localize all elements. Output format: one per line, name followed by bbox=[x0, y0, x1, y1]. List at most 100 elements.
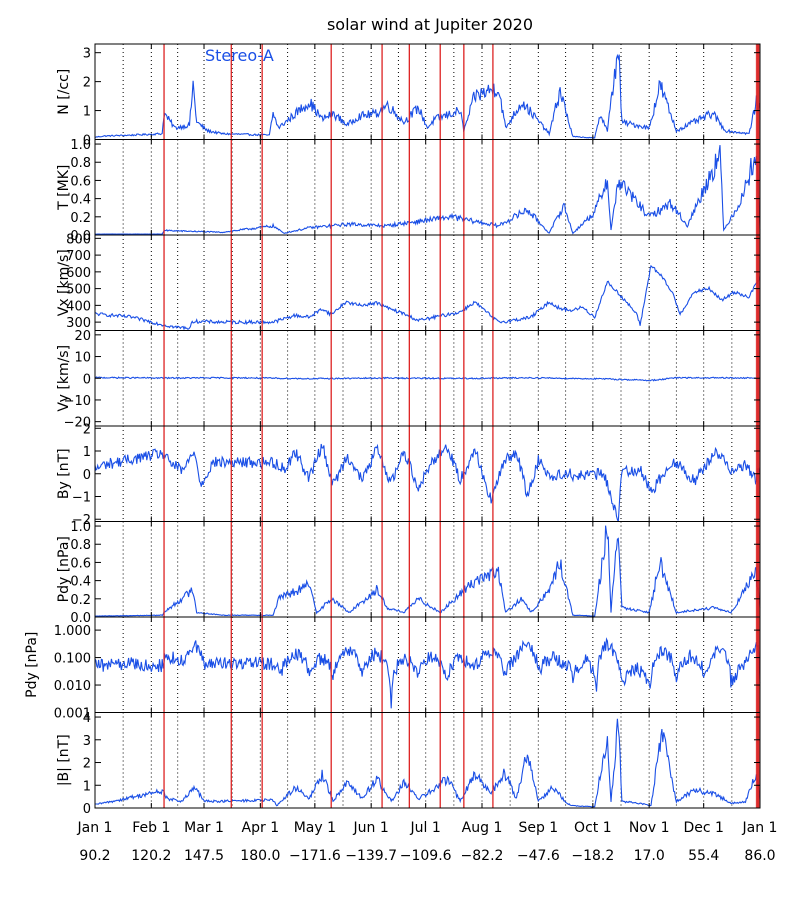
y-tick-label: 0.010 bbox=[54, 679, 91, 694]
data-series bbox=[94, 145, 761, 235]
x-tick-label: Jan 1 bbox=[77, 820, 113, 836]
x-tick-label: Nov 1 bbox=[629, 820, 670, 836]
data-series bbox=[95, 264, 761, 331]
angle-label: 120.2 bbox=[131, 848, 171, 864]
y-tick-label: 800 bbox=[66, 232, 91, 247]
data-series bbox=[94, 637, 761, 709]
y-tick-label: 600 bbox=[66, 266, 91, 281]
x-tick-label: May 1 bbox=[294, 820, 336, 836]
y-tick-label: −2 bbox=[72, 513, 91, 528]
stereo-a-label: Stereo-A bbox=[205, 46, 274, 65]
y-tick-label: 20 bbox=[74, 329, 91, 344]
y-tick-label: 2 bbox=[83, 422, 91, 437]
y-axis-label: By [nT] bbox=[56, 448, 72, 499]
y-tick-label: 500 bbox=[66, 283, 91, 298]
data-series bbox=[94, 376, 761, 382]
y-tick-label: 0 bbox=[83, 134, 91, 149]
x-tick-label: Apr 1 bbox=[242, 820, 280, 836]
angle-label: 90.2 bbox=[79, 848, 110, 864]
x-tick-label: Feb 1 bbox=[132, 820, 170, 836]
y-tick-label: 0.6 bbox=[70, 174, 91, 189]
y-tick-label: 3 bbox=[83, 47, 91, 62]
angle-label: −47.6 bbox=[517, 848, 560, 864]
y-axis-label: N [/cc] bbox=[56, 69, 72, 115]
data-series bbox=[94, 53, 761, 139]
y-axis-label: T [MK] bbox=[56, 165, 72, 211]
angle-label: 180.0 bbox=[240, 848, 280, 864]
y-axis-label: Vy [km/s] bbox=[56, 345, 72, 412]
y-tick-label: 0.8 bbox=[70, 156, 91, 171]
angle-label: 147.5 bbox=[184, 848, 224, 864]
angle-label: 17.0 bbox=[634, 848, 665, 864]
data-series bbox=[94, 525, 761, 617]
panel-1: 0 1 2 3 N [/cc] Stereo-A bbox=[56, 43, 761, 149]
angle-label: −139.7 bbox=[345, 848, 397, 864]
data-series bbox=[94, 443, 761, 522]
y-tick-label: 0.4 bbox=[70, 193, 91, 208]
y-tick-label: 300 bbox=[66, 316, 91, 331]
y-tick-label: 0.2 bbox=[70, 211, 91, 226]
y-tick-label: 1 bbox=[83, 445, 91, 460]
angle-label: −171.6 bbox=[289, 848, 341, 864]
panel-frame bbox=[94, 234, 761, 331]
y-tick-label: 2 bbox=[83, 76, 91, 91]
y-tick-label: −10 bbox=[64, 394, 91, 409]
panel-5: −2 −1 0 1 2 By [nT] bbox=[56, 422, 761, 528]
angle-label: 86.0 bbox=[744, 848, 775, 864]
panel-frame bbox=[94, 616, 761, 713]
x-tick-label: Sep 1 bbox=[518, 820, 558, 836]
panel-2: 0.0 0.2 0.4 0.6 0.8 1.0 T [MK] bbox=[56, 138, 761, 244]
y-tick-label: 0.8 bbox=[70, 538, 91, 553]
y-tick-label: 400 bbox=[66, 299, 91, 314]
x-tick-label: Jul 1 bbox=[410, 820, 441, 836]
y-tick-label: 1.0 bbox=[70, 138, 91, 153]
x-tick-label: Aug 1 bbox=[462, 820, 503, 836]
x-tick-label: Jun 1 bbox=[353, 820, 389, 836]
y-tick-label: −20 bbox=[64, 416, 91, 431]
y-tick-label: 0 bbox=[83, 802, 91, 817]
y-axis-label: |B| [nT] bbox=[56, 734, 72, 786]
y-tick-label: 0.0 bbox=[70, 611, 91, 626]
y-tick-label: 0.2 bbox=[70, 593, 91, 608]
y-tick-label: 0.4 bbox=[70, 575, 91, 590]
data-series bbox=[95, 718, 761, 808]
angle-label: 55.4 bbox=[688, 848, 719, 864]
x-tick-label: Dec 1 bbox=[683, 820, 723, 836]
y-tick-label: 1.000 bbox=[54, 624, 91, 639]
x-tick-label: Jan 1 bbox=[742, 820, 778, 836]
angle-label: −82.2 bbox=[461, 848, 504, 864]
panel-frame bbox=[94, 712, 761, 809]
y-tick-label: 4 bbox=[83, 711, 91, 726]
y-tick-label: 0.100 bbox=[54, 652, 91, 667]
x-tick-label: Oct 1 bbox=[574, 820, 612, 836]
x-axis-labels: Jan 1 Feb 1 Mar 1 Apr 1 May 1 Jun 1 Jul 1 Aug 1… bbox=[77, 820, 778, 864]
y-tick-label: 10 bbox=[74, 351, 91, 366]
panel-7: 0.001 0.010 0.100 1.000 Pdy [nPa] bbox=[24, 616, 761, 722]
y-tick-label: 0 bbox=[83, 468, 91, 483]
y-axis-label: Vx [km/s] bbox=[56, 249, 72, 316]
y-axis-label: Pdy [nPa] bbox=[24, 632, 40, 698]
y-axis-label: Pdy [nPa] bbox=[56, 536, 72, 602]
y-tick-label: −1 bbox=[72, 490, 91, 505]
y-tick-label: 1 bbox=[83, 105, 91, 120]
angle-label: −18.2 bbox=[571, 848, 614, 864]
y-tick-label: 700 bbox=[66, 249, 91, 264]
chart-title: solar wind at Jupiter 2020 bbox=[327, 15, 533, 34]
x-tick-label: Mar 1 bbox=[184, 820, 224, 836]
panel-frame bbox=[94, 43, 761, 140]
panels: 0 1 2 3 N [/cc] Stereo-A 0.0 0.2 0.4 0.6 0.8 1.0 T [… bbox=[24, 43, 761, 817]
y-tick-label: 0.001 bbox=[54, 707, 91, 722]
y-tick-label: 0 bbox=[83, 372, 91, 387]
y-tick-label: 1 bbox=[83, 779, 91, 794]
y-tick-label: 0.6 bbox=[70, 556, 91, 571]
panel-8: 0 1 2 3 4 |B| [nT] bbox=[56, 711, 761, 817]
panel-frame bbox=[94, 425, 761, 522]
y-tick-label: 2 bbox=[83, 757, 91, 772]
angle-label: −109.6 bbox=[400, 848, 452, 864]
y-tick-label: 1.0 bbox=[70, 520, 91, 535]
y-tick-label: 3 bbox=[83, 734, 91, 749]
